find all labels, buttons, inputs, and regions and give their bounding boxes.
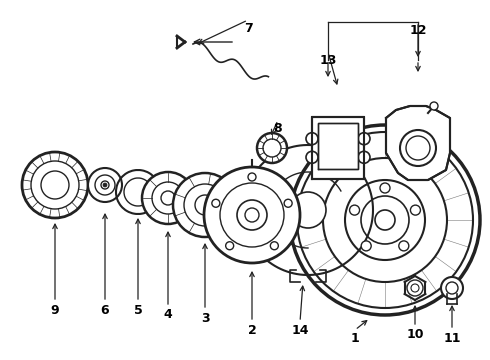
Circle shape (226, 242, 234, 250)
Text: 11: 11 (443, 332, 461, 345)
Text: 2: 2 (247, 324, 256, 337)
Circle shape (142, 172, 194, 224)
Circle shape (345, 180, 425, 260)
Circle shape (22, 152, 88, 218)
Circle shape (349, 205, 360, 215)
Text: 7: 7 (244, 22, 252, 35)
Polygon shape (318, 123, 358, 169)
Circle shape (88, 168, 122, 202)
Circle shape (284, 199, 292, 207)
Circle shape (204, 167, 300, 263)
Circle shape (306, 133, 318, 145)
Text: 12: 12 (409, 23, 427, 36)
Circle shape (446, 282, 458, 294)
Text: 13: 13 (319, 54, 337, 67)
Text: 4: 4 (164, 309, 172, 321)
Circle shape (380, 183, 390, 193)
Circle shape (212, 199, 220, 207)
Circle shape (358, 151, 370, 163)
Circle shape (101, 181, 109, 189)
Circle shape (245, 208, 259, 222)
Circle shape (297, 132, 473, 308)
Circle shape (41, 171, 69, 199)
Text: 5: 5 (134, 303, 143, 316)
Circle shape (290, 125, 480, 315)
Circle shape (152, 182, 184, 214)
Circle shape (270, 242, 278, 250)
Circle shape (95, 175, 115, 195)
Circle shape (237, 200, 267, 230)
Text: 9: 9 (50, 303, 59, 316)
Circle shape (173, 173, 237, 237)
Circle shape (411, 284, 419, 292)
Circle shape (323, 158, 447, 282)
Circle shape (31, 161, 79, 209)
Text: 8: 8 (274, 122, 282, 135)
Circle shape (306, 151, 318, 163)
Circle shape (263, 139, 281, 157)
Circle shape (406, 136, 430, 160)
Circle shape (103, 183, 107, 187)
Circle shape (248, 173, 256, 181)
Text: 3: 3 (201, 311, 209, 324)
Circle shape (361, 196, 409, 244)
Circle shape (407, 280, 423, 296)
Circle shape (220, 183, 284, 247)
Text: 10: 10 (406, 328, 424, 342)
Circle shape (195, 195, 215, 215)
Text: 14: 14 (291, 324, 309, 337)
Text: 1: 1 (351, 332, 359, 345)
Circle shape (400, 130, 436, 166)
Circle shape (358, 133, 370, 145)
Circle shape (375, 210, 395, 230)
Text: 6: 6 (100, 303, 109, 316)
Circle shape (361, 241, 371, 251)
Circle shape (411, 205, 420, 215)
Polygon shape (386, 106, 450, 180)
Circle shape (184, 184, 226, 226)
Circle shape (399, 241, 409, 251)
Circle shape (441, 277, 463, 299)
Circle shape (257, 133, 287, 163)
Circle shape (430, 102, 438, 110)
Circle shape (161, 191, 175, 205)
Circle shape (290, 192, 326, 228)
Polygon shape (312, 117, 364, 179)
